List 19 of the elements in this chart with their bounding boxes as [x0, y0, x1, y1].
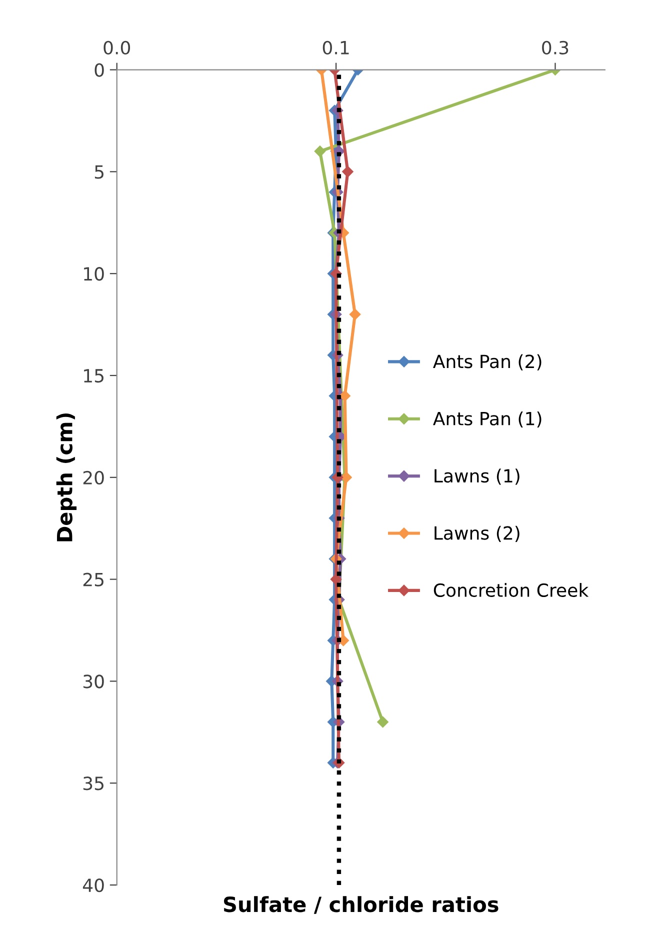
y-axis-title: Depth (cm) — [56, 413, 77, 542]
x-tick-label: 0.3 — [542, 40, 568, 54]
y-tick-label: 10 — [84, 267, 104, 281]
y-tick-label: 30 — [83, 674, 104, 688]
x-tick-label: 0.0 — [104, 40, 130, 54]
y-tick-label: 25 — [83, 572, 104, 586]
y-tick-label: 35 — [83, 776, 104, 790]
legend-label: Lawns (1) — [434, 468, 520, 485]
x-axis-title: Sulfate / chloride ratios — [224, 896, 498, 914]
y-tick-label: 15 — [84, 369, 104, 383]
x-tick-label: 0.1 — [322, 40, 349, 54]
y-tick-label: 0 — [94, 63, 104, 77]
y-tick-label: 5 — [94, 165, 104, 179]
y-tick-label: 20 — [83, 470, 104, 485]
legend-label: Ants Pan (1) — [433, 411, 542, 428]
legend-label: Concretion Creek — [434, 583, 589, 598]
legend-label: Lawns (2) — [434, 526, 520, 542]
legend-label: Ants Pan (2) — [433, 354, 542, 370]
y-tick-label: 40 — [82, 878, 104, 892]
